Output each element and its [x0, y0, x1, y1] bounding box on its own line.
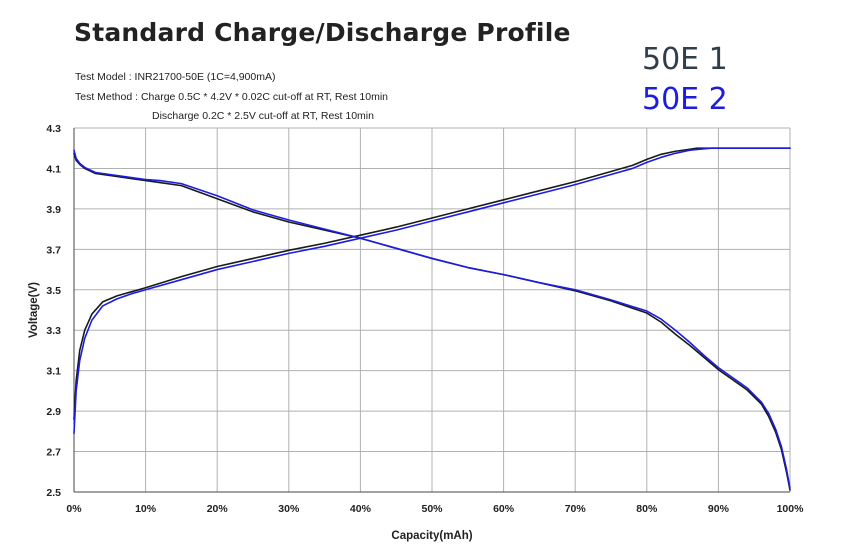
x-tick-label: 80%	[636, 503, 658, 515]
x-tick-label: 50%	[421, 503, 443, 515]
y-tick-label: 2.9	[46, 406, 61, 418]
test-method-discharge-text: Discharge 0.2C * 2.5V cut-off at RT, Res…	[152, 110, 374, 122]
y-tick-label: 2.5	[46, 487, 61, 499]
x-tick-label: 20%	[207, 503, 229, 515]
y-axis-label: Voltage(V)	[28, 282, 40, 338]
x-tick-label: 60%	[493, 503, 515, 515]
series-2-charge-line	[73, 147, 791, 435]
legend-50e-1: 50E 1	[642, 42, 728, 77]
x-tick-label: 10%	[135, 503, 157, 515]
y-tick-label: 3.1	[46, 366, 61, 378]
series-2-discharge-line	[73, 149, 791, 489]
y-tick-label: 4.1	[46, 163, 61, 175]
legend-50e-2: 50E 2	[642, 82, 728, 117]
test-model-text: Test Model : INR21700-50E (1C=4,900mA)	[75, 71, 276, 83]
x-tick-label: 90%	[708, 503, 730, 515]
x-tick-label: 0%	[66, 503, 82, 515]
y-tick-label: 3.3	[46, 325, 61, 337]
x-tick-label: 100%	[777, 503, 805, 515]
x-axis-label: Capacity(mAh)	[391, 530, 472, 542]
y-tick-label: 2.7	[46, 447, 61, 459]
x-tick-label: 30%	[278, 503, 300, 515]
y-tick-label: 3.5	[46, 285, 61, 297]
y-tick-label: 3.9	[46, 204, 61, 216]
series-1-charge-line	[73, 147, 791, 421]
y-tick-label: 4.3	[46, 123, 61, 135]
test-method-charge-text: Test Method : Charge 0.5C * 4.2V * 0.02C…	[75, 91, 389, 103]
x-tick-label: 70%	[565, 503, 587, 515]
y-tick-label: 3.7	[46, 244, 61, 256]
x-tick-label: 40%	[350, 503, 372, 515]
chart-title: Standard Charge/Discharge Profile	[74, 18, 571, 47]
